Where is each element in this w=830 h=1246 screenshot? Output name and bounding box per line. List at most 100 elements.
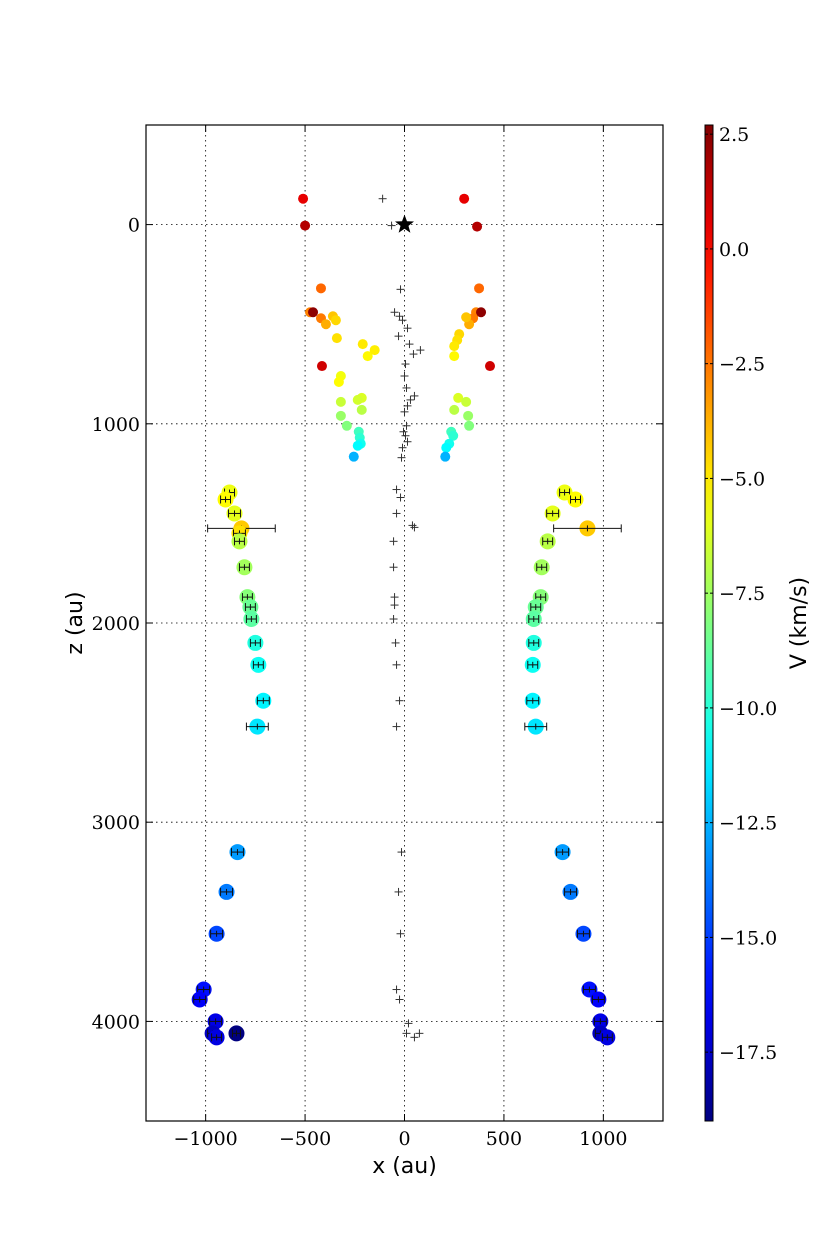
x-tick-label: −1000: [174, 1128, 238, 1150]
y-tick-label: 1000: [92, 414, 140, 436]
plot-frame: [145, 124, 664, 1122]
outer-data-point: [191, 991, 208, 1008]
outer-data-point: [243, 611, 260, 628]
inner-data-point: [461, 396, 472, 407]
colorbar-tick-label: −15.0: [719, 927, 777, 949]
outer-data-point: [231, 533, 248, 550]
plus-marker: [389, 537, 398, 546]
plus-markers: [378, 194, 425, 1042]
inner-data-point: [352, 394, 363, 405]
outer-data-point: [228, 1025, 245, 1042]
plus-marker: [405, 340, 414, 349]
inner-data-point: [362, 351, 373, 362]
outer-data-point: [533, 559, 550, 576]
inner-data-point: [441, 442, 452, 453]
axis-ticks: −1000 −500 0 500 1000 0 1000 2000 3000 4000: [92, 125, 663, 1150]
plus-marker: [392, 509, 401, 518]
plus-marker: [400, 407, 409, 416]
inner-data-point: [448, 430, 459, 441]
outer-data-point: [539, 533, 556, 550]
plus-marker: [392, 660, 401, 669]
plus-marker: [395, 696, 404, 705]
plus-marker: [403, 324, 412, 333]
y-tick-label: 3000: [92, 812, 140, 834]
y-tick-label: 4000: [92, 1011, 140, 1033]
outer-data-point: [242, 599, 259, 616]
outer-data-point: [208, 1029, 225, 1046]
inner-data-point: [485, 361, 496, 372]
outer-data-point: [575, 925, 592, 942]
outer-data-point: [255, 692, 272, 709]
inner-data-point: [331, 333, 342, 344]
inner-data-point: [449, 351, 460, 362]
plus-marker: [416, 346, 425, 355]
plus-marker: [389, 615, 398, 624]
plus-marker: [378, 194, 387, 203]
outer-data-point: [590, 991, 607, 1008]
inner-data-point: [459, 193, 470, 204]
y-tick-label: 2000: [92, 613, 140, 635]
star-marker: [394, 214, 415, 233]
plus-marker: [397, 453, 406, 462]
inner-data-point: [474, 283, 485, 294]
y-tick-label: 0: [128, 215, 140, 237]
outer-data-point: [217, 491, 234, 508]
inner-data-point: [316, 361, 327, 372]
inner-data-point: [315, 283, 326, 294]
colorbar-label: V (km/s): [787, 577, 812, 669]
x-tick-label: 0: [398, 1128, 410, 1150]
outer-data-point: [250, 656, 267, 673]
outer-data-point: [218, 883, 235, 900]
inner-data-point: [461, 312, 472, 323]
plus-marker: [401, 360, 410, 369]
plus-marker: [396, 493, 405, 502]
plus-marker: [390, 601, 399, 610]
colorbar-tick-label: −12.5: [719, 813, 777, 835]
plus-marker: [406, 395, 415, 404]
plus-marker: [397, 848, 406, 857]
inner-data-point: [356, 404, 367, 415]
colorbar-tick-label: 0.0: [719, 239, 749, 261]
inner-data-point: [357, 339, 368, 350]
plus-marker: [394, 332, 403, 341]
plus-marker: [402, 383, 411, 392]
y-axis-label: z (au): [63, 591, 88, 654]
inner-data-point: [472, 221, 483, 232]
plus-marker: [409, 350, 418, 359]
plus-marker: [404, 1019, 413, 1028]
outer-data-point: [524, 692, 541, 709]
outer-data-point: [527, 599, 544, 616]
plus-marker: [410, 1033, 419, 1042]
inner-data-point: [352, 440, 363, 451]
inner-data-point: [449, 341, 460, 352]
plus-marker: [401, 431, 410, 440]
plus-marker: [400, 371, 409, 380]
plus-marker: [403, 437, 412, 446]
outer-data-point: [207, 1013, 224, 1030]
outer-data-point: [524, 718, 548, 735]
outer-data-point: [229, 844, 246, 861]
outer-data-point: [208, 925, 225, 942]
plus-marker: [387, 221, 396, 230]
plus-marker: [403, 401, 412, 410]
plus-marker: [396, 929, 405, 938]
plus-marker: [398, 443, 407, 452]
inner-data-point: [369, 345, 380, 356]
plus-marker: [392, 485, 401, 494]
plus-marker: [390, 308, 399, 317]
outer-data-point: [247, 634, 264, 651]
x-tick-label: 500: [486, 1128, 522, 1150]
colorbar-tick-label: 2.5: [719, 124, 749, 146]
plus-marker: [394, 887, 403, 896]
grid: [146, 125, 663, 1121]
outer-data-point: [567, 491, 584, 508]
plus-marker: [395, 995, 404, 1004]
plus-marker: [398, 316, 407, 325]
inner-data-point: [308, 307, 319, 318]
inner-data-point: [300, 220, 311, 231]
plus-marker: [415, 1029, 424, 1038]
inner-data-point: [335, 410, 346, 421]
outer-data-point: [554, 844, 571, 861]
plus-marker: [399, 427, 408, 436]
x-tick-label: 1000: [579, 1128, 627, 1150]
